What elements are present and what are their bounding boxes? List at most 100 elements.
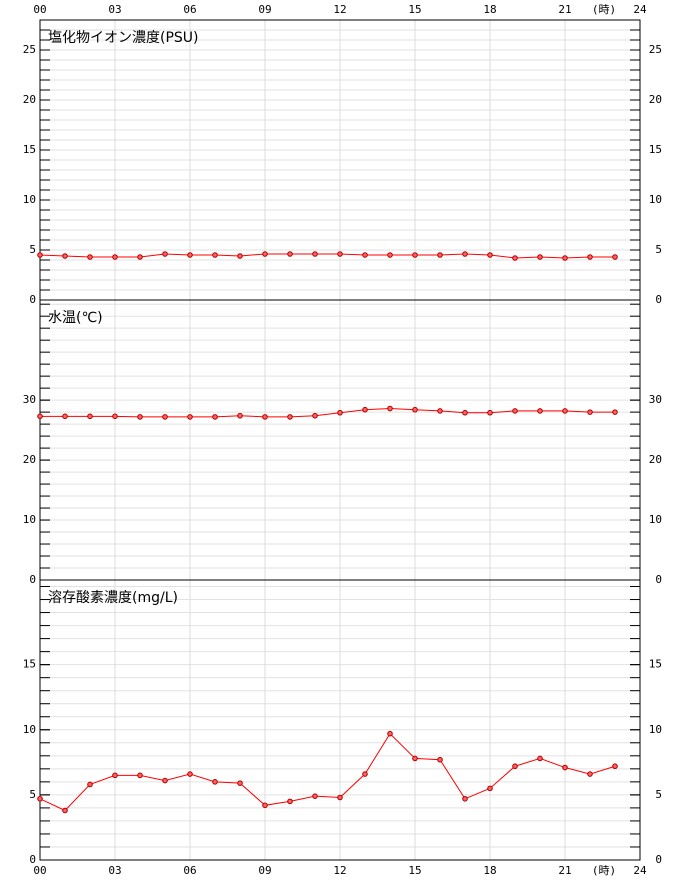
data-point [562,764,568,771]
data-point [87,254,93,260]
y-tick-label: 20 [23,93,36,106]
data-point [37,252,43,258]
data-point [362,252,368,258]
y-tick-label: 0 [655,853,662,866]
data-point [62,253,68,259]
data-point [487,409,493,416]
data-point [512,763,518,770]
y-tick-label: 30 [23,393,36,406]
y-tick-label: 15 [23,143,36,156]
y-tick-label: 10 [23,513,36,526]
y-tick-label: 0 [29,293,36,306]
x-tick-label: 15 [408,864,421,877]
y-tick-label: 10 [649,723,662,736]
data-line [40,408,615,418]
y-tick-label: 10 [23,193,36,206]
data-point [437,252,443,258]
x-unit-label: (時) [592,3,616,16]
data-point [37,795,43,802]
data-point [287,251,293,257]
data-point [587,254,593,260]
data-point [237,780,243,786]
y-tick-label: 25 [23,43,36,56]
data-point [537,755,543,762]
data-point [187,252,193,258]
data-point [462,409,468,416]
data-point [487,785,493,792]
data-point [112,254,118,260]
data-point [237,412,243,419]
data-point [387,730,393,737]
x-tick-label: 24 [633,864,647,877]
data-point [312,412,318,419]
y-tick-label: 5 [29,788,36,801]
data-line [39,732,616,812]
x-tick-label: 03 [108,864,121,877]
y-tick-label: 0 [29,853,36,866]
data-point [212,252,218,258]
data-point [412,252,418,258]
data-point [337,794,343,801]
data-point [237,253,243,259]
x-tick-label: 18 [483,864,496,877]
data-point [387,405,393,412]
data-point [62,413,68,420]
y-tick-label: 10 [649,193,662,206]
y-tick-label: 30 [649,393,662,406]
x-tick-label: 18 [483,3,496,16]
y-tick-label: 0 [29,573,36,586]
data-point [262,414,268,420]
data-point [362,406,368,413]
data-point [387,252,393,258]
data-point [37,413,43,420]
data-point [262,802,268,809]
data-point [587,771,593,777]
data-point [62,807,68,814]
data-point [612,763,618,770]
y-tick-label: 10 [649,513,662,526]
x-tick-label: 24 [633,3,647,16]
data-point [462,795,468,802]
y-tick-label: 5 [29,243,36,256]
data-point [537,408,543,414]
y-tick-label: 25 [649,43,662,56]
x-tick-label: 00 [33,3,46,16]
panel-title: 塩化物イオン濃度(PSU) [48,30,199,46]
y-tick-label: 20 [649,453,662,466]
x-tick-label: 09 [258,864,271,877]
data-point [187,414,193,420]
y-tick-label: 15 [649,658,662,671]
data-point [112,772,118,779]
x-tick-label: 12 [333,3,346,16]
data-point [162,777,168,784]
y-tick-label: 10 [23,723,36,736]
data-point [312,793,318,799]
data-point [537,254,543,260]
data-point [437,408,443,414]
data-point [512,255,518,261]
x-unit-label: (時) [592,864,616,877]
panel-title: 溶存酸素濃度(mg/L) [48,590,178,606]
data-point [137,254,143,260]
y-tick-label: 5 [655,788,662,801]
x-tick-label: 00 [33,864,46,877]
data-point [212,414,218,420]
y-tick-label: 5 [655,243,662,256]
data-point [587,409,593,415]
data-point [262,251,268,257]
data-point [562,255,568,261]
data-point [137,772,143,779]
data-point [137,414,143,420]
data-point [87,413,93,420]
panel-title: 水温(℃) [48,310,103,326]
data-point [187,771,193,777]
data-point [512,408,518,414]
data-point [412,755,418,762]
x-tick-label: 21 [558,3,571,16]
data-point [162,251,168,257]
panel-frame [39,579,641,861]
data-point [287,798,293,805]
y-tick-label: 15 [23,658,36,671]
